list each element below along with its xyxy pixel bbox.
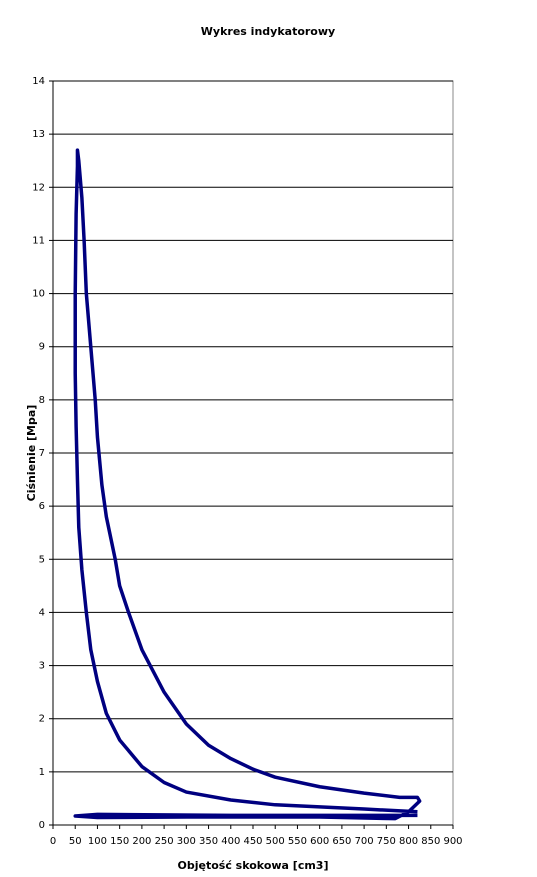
y-tick-label: 3 bbox=[39, 661, 45, 672]
x-tick-label: 550 bbox=[288, 836, 307, 847]
y-tick-label: 11 bbox=[32, 235, 45, 246]
y-tick-label: 4 bbox=[39, 607, 45, 618]
y-tick-label: 10 bbox=[32, 289, 45, 300]
x-tick-label: 300 bbox=[177, 836, 196, 847]
x-tick-label: 400 bbox=[221, 836, 240, 847]
x-tick-label: 250 bbox=[155, 836, 174, 847]
x-tick-label: 200 bbox=[132, 836, 151, 847]
x-tick-label: 350 bbox=[199, 836, 218, 847]
x-tick-label: 450 bbox=[243, 836, 262, 847]
y-tick-label: 0 bbox=[39, 820, 45, 831]
x-tick-label: 850 bbox=[421, 836, 440, 847]
x-tick-label: 150 bbox=[110, 836, 129, 847]
x-tick-label: 650 bbox=[332, 836, 351, 847]
x-tick-label: 750 bbox=[377, 836, 396, 847]
x-axis-label: Objętość skokowa [cm3] bbox=[178, 859, 329, 872]
x-tick-label: 50 bbox=[69, 836, 82, 847]
y-tick-label: 12 bbox=[32, 182, 45, 193]
y-tick-label: 9 bbox=[39, 342, 45, 353]
x-tick-label: 700 bbox=[355, 836, 374, 847]
x-tick-label: 600 bbox=[310, 836, 329, 847]
y-tick-label: 8 bbox=[39, 395, 45, 406]
y-tick-label: 13 bbox=[32, 129, 45, 140]
y-tick-label: 1 bbox=[39, 767, 45, 778]
y-axis-label: Ciśnienie [Mpa] bbox=[25, 405, 38, 502]
x-tick-label: 900 bbox=[443, 836, 462, 847]
y-tick-label: 6 bbox=[39, 501, 45, 512]
chart-title: Wykres indykatorowy bbox=[201, 25, 335, 38]
x-tick-label: 500 bbox=[266, 836, 285, 847]
y-tick-label: 7 bbox=[39, 448, 45, 459]
y-tick-label: 14 bbox=[32, 76, 45, 87]
x-tick-label: 800 bbox=[399, 836, 418, 847]
x-tick-label: 0 bbox=[50, 836, 56, 847]
y-tick-label: 2 bbox=[39, 714, 45, 725]
y-tick-label: 5 bbox=[39, 554, 45, 565]
x-tick-label: 100 bbox=[88, 836, 107, 847]
data-line bbox=[73, 148, 422, 821]
